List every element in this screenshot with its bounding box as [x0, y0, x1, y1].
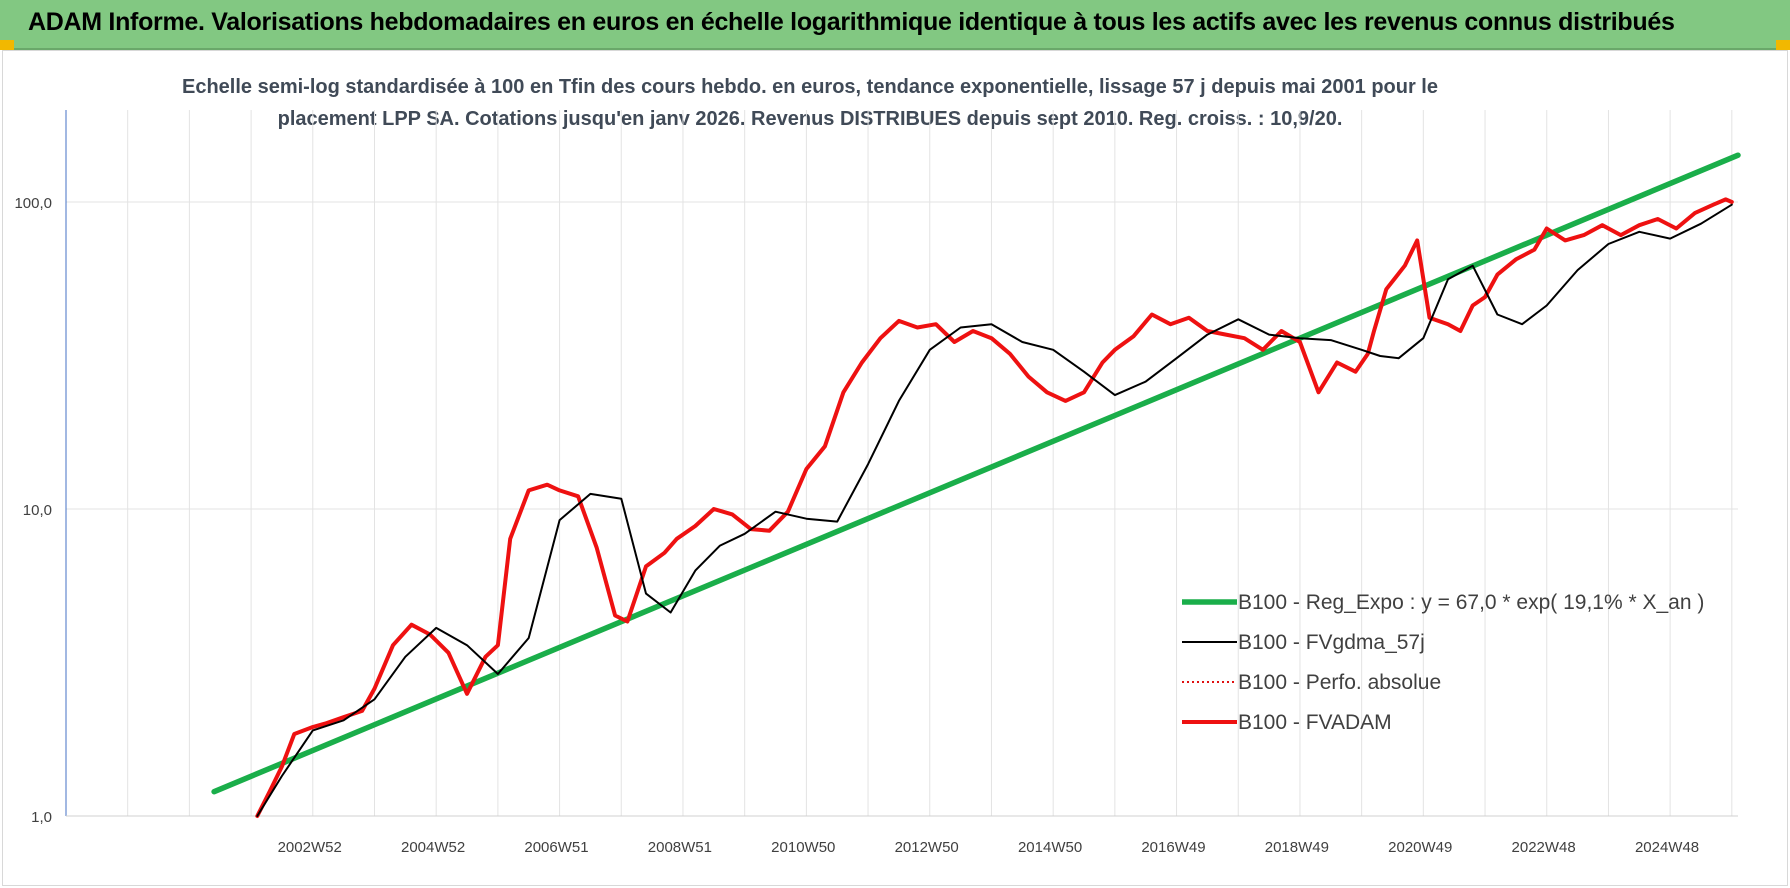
legend-entry: B100 - Perfo. absolue [1238, 671, 1441, 694]
corner-marker-left [0, 40, 14, 50]
series-line [211, 152, 1741, 795]
series-line [256, 203, 1733, 817]
x-tick-label: 2020W49 [1388, 839, 1452, 856]
x-tick-label: 2018W49 [1265, 839, 1329, 856]
x-tick-label: 2022W48 [1512, 839, 1576, 856]
x-tick-label: 2006W51 [524, 839, 588, 856]
y-tick-label: 1,0 [31, 809, 52, 826]
y-tick-label: 100,0 [14, 195, 52, 212]
x-tick-label: 2010W50 [771, 839, 835, 856]
x-tick-label: 2014W50 [1018, 839, 1082, 856]
page-title: ADAM Informe. Valorisations hebdomadaire… [28, 8, 1675, 36]
x-tick-label: 2004W52 [401, 839, 465, 856]
corner-marker-right [1776, 40, 1790, 50]
legend-entry: B100 - Reg_Expo : y = 67,0 * exp( 19,1% … [1238, 591, 1704, 614]
legend-entry: B100 - FVADAM [1238, 711, 1392, 734]
x-tick-label: 2016W49 [1141, 839, 1205, 856]
legend-entry: B100 - FVgdma_57j [1238, 631, 1425, 654]
chart-frame [2, 50, 1788, 886]
x-tick-label: 2012W50 [895, 839, 959, 856]
y-tick-label: 10,0 [23, 502, 52, 519]
header-bar: ADAM Informe. Valorisations hebdomadaire… [0, 0, 1790, 50]
chart-title-line2: placement LPP SA. Cotations jusqu'en jan… [277, 108, 1343, 130]
chart-title-line1: Echelle semi-log standardisée à 100 en T… [182, 76, 1438, 98]
x-tick-label: 2002W52 [278, 839, 342, 856]
x-tick-label: 2008W51 [648, 839, 712, 856]
x-tick-label: 2024W48 [1635, 839, 1699, 856]
series-line [255, 197, 1734, 818]
